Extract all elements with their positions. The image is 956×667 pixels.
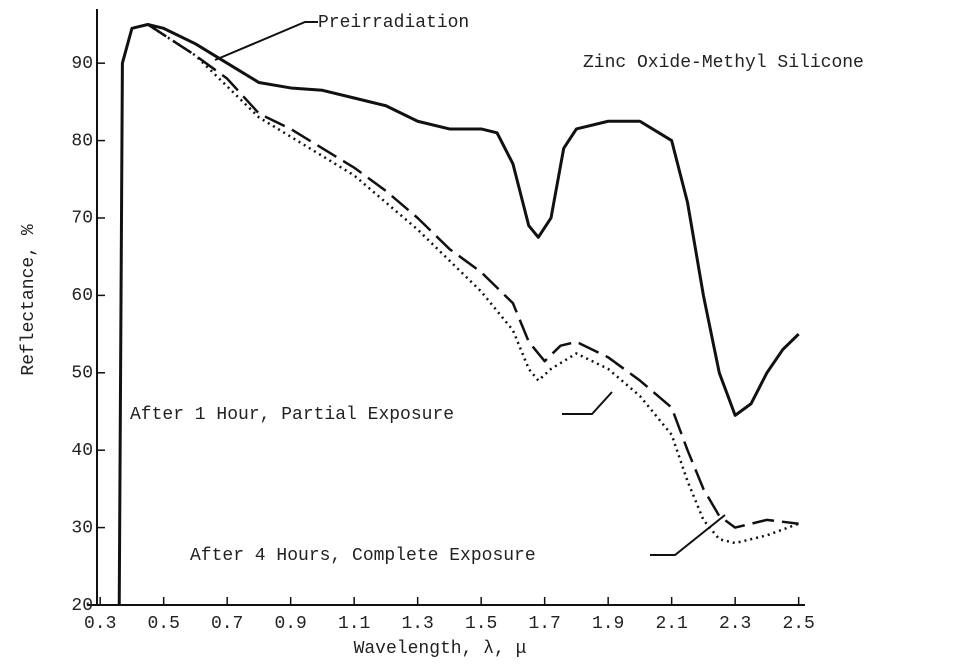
x-axis-label: Wavelength, λ, μ: [354, 639, 527, 659]
series-label: After 4 Hours, Complete Exposure: [190, 546, 536, 566]
y-axis-label: Reflectance, %: [19, 224, 39, 375]
x-tick-label: 1.1: [338, 614, 370, 634]
x-tick-label: 0.7: [211, 614, 243, 634]
leader-line: [650, 514, 726, 556]
leader-line: [562, 391, 613, 415]
y-tick-label: 30: [71, 518, 93, 538]
x-tick-label: 1.9: [592, 614, 624, 634]
y-tick-label: 80: [71, 131, 93, 151]
chart-title: Zinc Oxide-Methyl Silicone: [583, 53, 864, 73]
data-line: [147, 23, 799, 529]
y-tick-label: 60: [71, 286, 93, 306]
leader-line: [214, 21, 318, 61]
series-label: Preirradiation: [318, 13, 469, 33]
x-tick-label: 0.5: [147, 614, 179, 634]
x-tick-label: 1.3: [401, 614, 433, 634]
x-tick-label: 2.3: [719, 614, 751, 634]
x-tick-label: 2.1: [655, 614, 687, 634]
y-tick-label: 90: [71, 54, 93, 74]
y-tick-label: 70: [71, 209, 93, 229]
y-tick-label: 40: [71, 441, 93, 461]
series-label: After 1 Hour, Partial Exposure: [130, 405, 454, 425]
y-tick-label: 50: [71, 364, 93, 384]
x-tick-label: 0.9: [274, 614, 306, 634]
x-tick-label: 2.5: [782, 614, 814, 634]
x-tick-label: 1.5: [465, 614, 497, 634]
data-line: [117, 22, 800, 606]
x-tick-label: 1.7: [528, 614, 560, 634]
x-tick-label: 0.3: [84, 614, 116, 634]
y-tick-label: 20: [71, 596, 93, 616]
